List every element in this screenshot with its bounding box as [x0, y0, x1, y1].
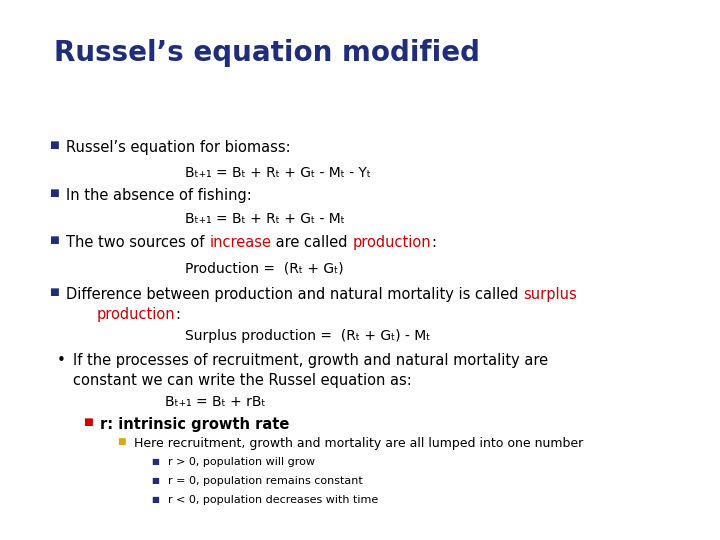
Text: r: intrinsic growth rate: r: intrinsic growth rate	[100, 417, 289, 433]
Text: increase: increase	[210, 235, 271, 251]
Text: ■: ■	[151, 457, 159, 466]
Text: r < 0, population decreases with time: r < 0, population decreases with time	[168, 495, 378, 505]
Text: ■: ■	[50, 235, 59, 246]
Text: The two sources of: The two sources of	[66, 235, 210, 251]
Text: •: •	[56, 353, 66, 368]
Text: ■: ■	[151, 476, 159, 485]
Text: surplus: surplus	[523, 287, 577, 302]
Text: ■: ■	[50, 140, 59, 150]
Text: Surplus production =  (Rₜ + Gₜ) - Mₜ: Surplus production = (Rₜ + Gₜ) - Mₜ	[185, 329, 431, 343]
Text: Bₜ₊₁ = Bₜ + Rₜ + Gₜ - Mₜ: Bₜ₊₁ = Bₜ + Rₜ + Gₜ - Mₜ	[185, 212, 345, 226]
Text: :: :	[176, 307, 181, 322]
Text: constant we can write the Russel equation as:: constant we can write the Russel equatio…	[73, 373, 412, 388]
Text: Here recruitment, growth and mortality are all lumped into one number: Here recruitment, growth and mortality a…	[134, 437, 583, 450]
Text: production: production	[97, 307, 176, 322]
Text: Bₜ₊₁ = Bₜ + Rₜ + Gₜ - Mₜ - Yₜ: Bₜ₊₁ = Bₜ + Rₜ + Gₜ - Mₜ - Yₜ	[185, 166, 371, 180]
Text: Russel’s equation for biomass:: Russel’s equation for biomass:	[66, 140, 291, 154]
Text: Bₜ₊₁ = Bₜ + rBₜ: Bₜ₊₁ = Bₜ + rBₜ	[165, 395, 265, 409]
Text: :: :	[431, 235, 436, 251]
Text: In the absence of fishing:: In the absence of fishing:	[66, 187, 252, 202]
Text: ■: ■	[151, 495, 159, 504]
Text: ■: ■	[50, 287, 59, 298]
Text: If the processes of recruitment, growth and natural mortality are: If the processes of recruitment, growth …	[73, 353, 549, 368]
Text: Russel’s equation modified: Russel’s equation modified	[53, 39, 480, 68]
Text: production: production	[353, 235, 431, 251]
Text: ■: ■	[117, 437, 126, 446]
Text: ■: ■	[50, 187, 59, 198]
Text: Production =  (Rₜ + Gₜ): Production = (Rₜ + Gₜ)	[185, 261, 343, 275]
Text: ■: ■	[84, 417, 93, 427]
Text: r = 0, population remains constant: r = 0, population remains constant	[168, 476, 363, 486]
Text: are called: are called	[271, 235, 353, 251]
Text: Difference between production and natural mortality is called: Difference between production and natura…	[66, 287, 523, 302]
Text: r > 0, population will grow: r > 0, population will grow	[168, 457, 315, 467]
Text: 6: 6	[13, 99, 23, 113]
